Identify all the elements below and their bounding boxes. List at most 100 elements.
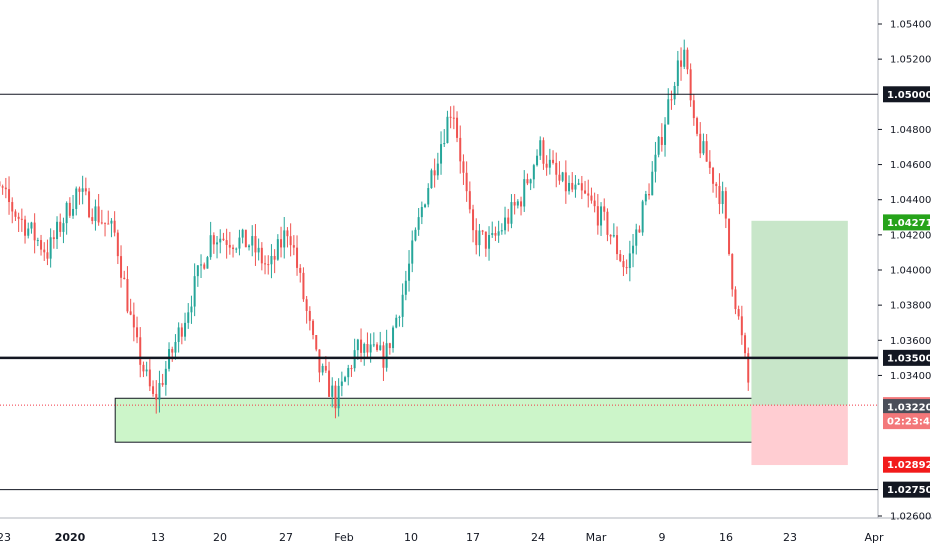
- time-tick-label: 13: [151, 531, 165, 544]
- candle-body: [670, 99, 673, 101]
- candle-body: [283, 230, 286, 248]
- candle-body: [609, 234, 612, 237]
- time-tick-label: 9: [659, 531, 666, 544]
- candle-body: [27, 228, 30, 236]
- candle-body: [14, 211, 17, 217]
- candle-body: [683, 49, 686, 67]
- candle-body: [376, 344, 379, 350]
- candle-body: [200, 264, 203, 266]
- price-tick-label: 1.02600: [890, 512, 931, 523]
- candle-body: [270, 255, 273, 265]
- price-tag[interactable]: [883, 349, 930, 366]
- candle-body: [203, 264, 206, 269]
- candle-body: [401, 294, 404, 317]
- time-tick-label: 23: [783, 531, 797, 544]
- candle-body: [331, 385, 334, 397]
- candle-body: [68, 202, 71, 216]
- candle-body: [184, 322, 187, 337]
- candle-body: [379, 345, 382, 350]
- take-profit-zone[interactable]: [751, 220, 848, 406]
- candle-body: [91, 217, 94, 221]
- candle-body: [46, 252, 49, 259]
- candle-body: [222, 238, 225, 241]
- candle-body: [619, 254, 622, 262]
- price-tag[interactable]: [883, 481, 930, 498]
- candle-body: [545, 163, 548, 168]
- price-tag[interactable]: [883, 86, 930, 103]
- candle-body: [657, 137, 660, 155]
- candle-body: [708, 161, 711, 168]
- candle-body: [459, 137, 462, 162]
- candle-body: [235, 248, 238, 250]
- candle-body: [248, 245, 251, 248]
- candle-body: [56, 221, 59, 240]
- candle-body: [72, 208, 75, 216]
- time-tick-label: Mar: [586, 531, 607, 544]
- candle-body: [4, 187, 7, 190]
- candle-body: [689, 69, 692, 101]
- candle-body: [219, 238, 222, 243]
- candle-body: [65, 202, 68, 224]
- candle-body: [318, 349, 321, 373]
- time-tick-label: 10: [404, 531, 418, 544]
- price-tag[interactable]: [883, 456, 930, 473]
- candle-body: [216, 242, 219, 245]
- candle-body: [344, 377, 347, 382]
- candle-body: [465, 172, 468, 192]
- candle-body: [571, 182, 574, 190]
- candle-body: [120, 256, 123, 278]
- candle-body: [382, 345, 385, 368]
- candle-body: [603, 206, 606, 212]
- candle-body: [440, 144, 443, 164]
- candle-body: [177, 327, 180, 342]
- candle-body: [462, 161, 465, 173]
- candle-body: [136, 327, 139, 338]
- price-tag[interactable]: [883, 399, 930, 416]
- candle-body: [97, 206, 100, 223]
- candle-body: [312, 320, 315, 336]
- candle-body: [59, 221, 62, 232]
- candle-body: [558, 174, 561, 181]
- candle-body: [696, 118, 699, 134]
- candle-body: [590, 195, 593, 201]
- candle-body: [507, 217, 510, 224]
- candle-body: [116, 232, 119, 257]
- candle-body: [94, 206, 97, 221]
- candle-body: [238, 237, 241, 249]
- candle-body: [443, 143, 446, 145]
- candle-body: [104, 222, 107, 224]
- price-tag-label: 1.05000: [887, 90, 932, 101]
- candle-body: [232, 247, 235, 250]
- candle-body: [484, 231, 487, 249]
- candle-body: [315, 335, 318, 350]
- candle-body: [628, 253, 631, 269]
- candle-body: [88, 191, 91, 218]
- candle-body: [273, 255, 276, 260]
- candle-body: [475, 230, 478, 246]
- price-tag[interactable]: [883, 214, 930, 231]
- candle-body: [520, 201, 523, 207]
- candle-body: [126, 279, 129, 312]
- time-tick-label: 16: [719, 531, 733, 544]
- candle-body: [366, 344, 369, 353]
- candle-body: [241, 229, 244, 238]
- candle-body: [699, 133, 702, 154]
- candle-body: [497, 231, 500, 236]
- support-box-zone[interactable]: [114, 397, 820, 443]
- candle-body: [715, 183, 718, 187]
- candle-body: [587, 193, 590, 196]
- candle-body: [408, 263, 411, 281]
- candle-body: [139, 337, 142, 365]
- candle-body: [449, 116, 452, 118]
- candle-body: [276, 239, 279, 260]
- candle-body: [356, 339, 359, 351]
- candle-body: [369, 344, 372, 353]
- candle-body: [20, 218, 23, 220]
- candle-body: [132, 314, 135, 328]
- stop-loss-zone[interactable]: [751, 405, 848, 466]
- candle-body: [472, 209, 475, 231]
- candle-body: [584, 190, 587, 194]
- candle-body: [724, 191, 727, 219]
